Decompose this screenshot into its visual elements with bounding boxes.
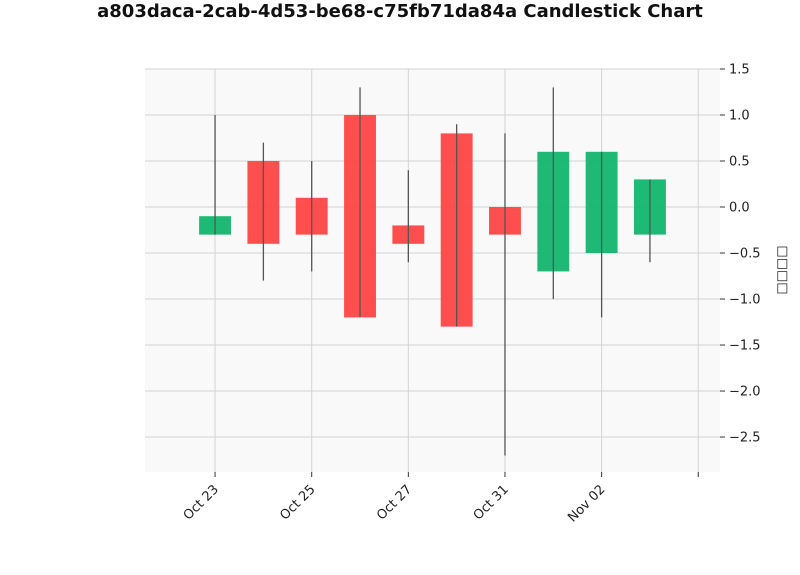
x-tick-label: Nov 02 (565, 482, 608, 525)
candle (633, 179, 666, 263)
y-tick-label: 0.5 (729, 155, 750, 170)
y-axis-label: □□□□ (775, 245, 790, 294)
candle (489, 133, 521, 456)
candle (199, 115, 232, 235)
chart-title: a803daca-2cab-4d53-be68-c75fb71da84a Can… (97, 1, 703, 22)
candles (199, 87, 666, 456)
candle (295, 161, 328, 272)
candle (537, 87, 570, 300)
y-tick-label: −0.5 (729, 247, 761, 262)
y-tick-label: −2.0 (729, 385, 761, 400)
candle (440, 124, 473, 327)
y-tick-label: 0.0 (729, 201, 750, 216)
x-tick-label: Oct 23 (181, 482, 222, 523)
candle (247, 142, 280, 281)
x-tick-label: Oct 25 (277, 482, 318, 523)
x-tick-label: Oct 27 (374, 482, 415, 523)
y-tick-label: 1.5 (729, 63, 750, 78)
plot-area (145, 69, 720, 472)
y-tick-label: −1.5 (729, 339, 761, 354)
y-tick-label: 1.0 (729, 109, 750, 124)
candle (392, 170, 425, 263)
x-tick-label: Oct 31 (471, 482, 512, 523)
y-tick-label: −2.5 (729, 431, 761, 446)
candle (585, 151, 618, 318)
candle (344, 87, 376, 318)
y-tick-label: −1.0 (729, 293, 761, 308)
